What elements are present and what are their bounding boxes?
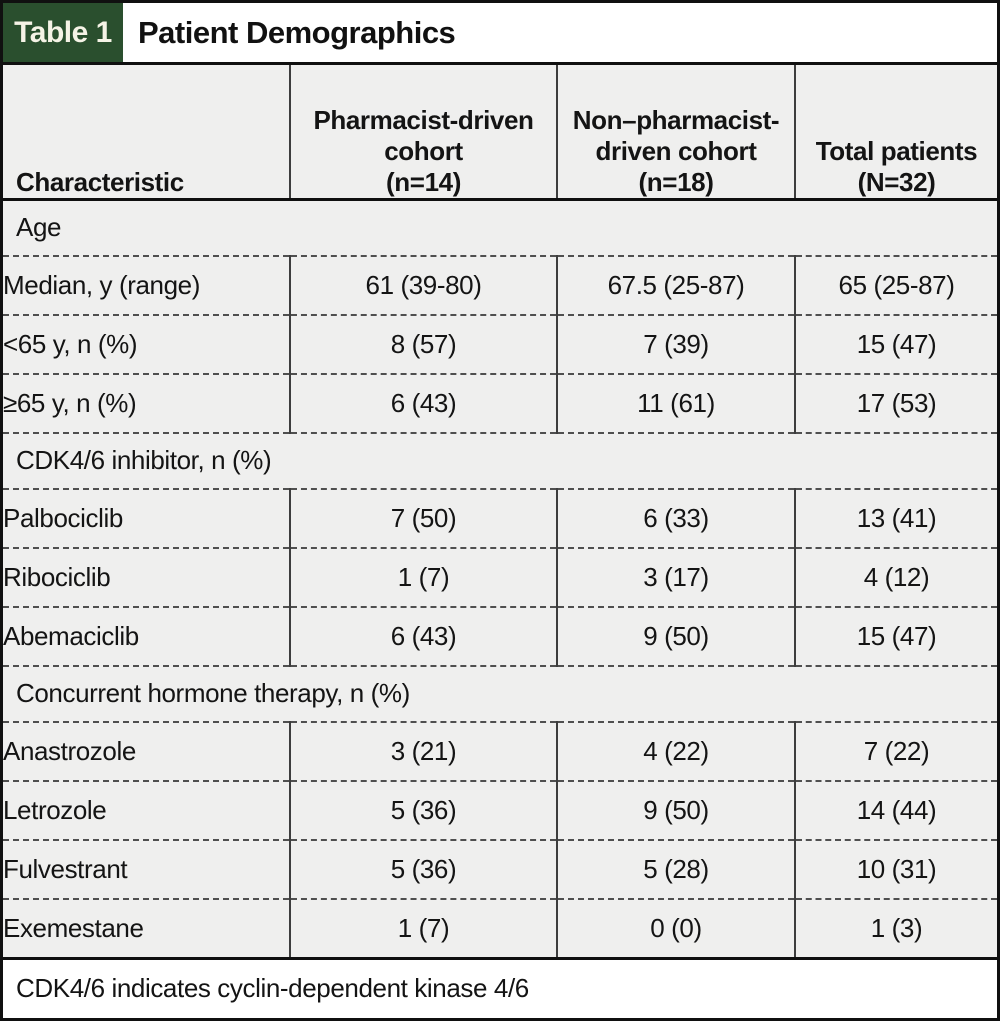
cell-value: 3 (17) — [556, 546, 795, 607]
cell-value: 10 (31) — [794, 838, 997, 899]
cell-value: 1 (7) — [289, 546, 557, 607]
column-header-row: Characteristic Pharmacist-driven cohort … — [3, 65, 997, 201]
cell-value: 14 (44) — [794, 779, 997, 840]
table-title-label: Patient Demographics — [138, 14, 456, 50]
row-label: Median, y (range) — [3, 254, 290, 315]
cell-value: 6 (43) — [289, 372, 557, 433]
demographics-table: Characteristic Pharmacist-driven cohort … — [3, 65, 997, 957]
row-label: Palbociclib — [3, 487, 290, 548]
table-row-abemaciclib: Abemaciclib 6 (43) 9 (50) 15 (47) — [3, 605, 997, 666]
section-row-concurrent-hormone-therapy: Concurrent hormone therapy, n (%) — [3, 664, 997, 722]
row-label: Exemestane — [3, 897, 290, 957]
cell-value: 7 (39) — [556, 313, 795, 374]
cell-value: 65 (25-87) — [794, 254, 997, 315]
table-row-palbociclib: Palbociclib 7 (50) 6 (33) 13 (41) — [3, 487, 997, 548]
section-label: CDK4/6 inhibitor, n (%) — [3, 431, 997, 489]
table-row-exemestane: Exemestane 1 (7) 0 (0) 1 (3) — [3, 897, 997, 957]
table-footnote: CDK4/6 indicates cyclin-dependent kinase… — [3, 956, 997, 1018]
table-row-65-and-over: ≥65 y, n (%) 6 (43) 11 (61) 17 (53) — [3, 372, 997, 433]
column-header-non-pharmacist-cohort: Non–pharmacist- driven cohort (n=18) — [556, 65, 795, 201]
cell-value: 67.5 (25-87) — [556, 254, 795, 315]
cell-value: 7 (22) — [794, 720, 997, 781]
table-tag: Table 1 — [3, 3, 123, 62]
row-label: Abemaciclib — [3, 605, 290, 666]
cell-value: 5 (28) — [556, 838, 795, 899]
row-label: Fulvestrant — [3, 838, 290, 899]
table-tag-label: Table 1 — [14, 15, 112, 49]
cell-value: 61 (39-80) — [289, 254, 557, 315]
row-label: ≥65 y, n (%) — [3, 372, 290, 433]
table-row-anastrozole: Anastrozole 3 (21) 4 (22) 7 (22) — [3, 720, 997, 781]
cell-value: 6 (33) — [556, 487, 795, 548]
row-label: Ribociclib — [3, 546, 290, 607]
table-title-bar: Table 1 Patient Demographics — [3, 3, 997, 65]
cell-value: 15 (47) — [794, 605, 997, 666]
footnote-text: CDK4/6 indicates cyclin-dependent kinase… — [16, 973, 529, 1004]
cell-value: 3 (21) — [289, 720, 557, 781]
cell-value: 13 (41) — [794, 487, 997, 548]
cell-value: 1 (7) — [289, 897, 557, 957]
row-label: Letrozole — [3, 779, 290, 840]
cell-value: 7 (50) — [289, 487, 557, 548]
cell-value: 17 (53) — [794, 372, 997, 433]
table-row-ribociclib: Ribociclib 1 (7) 3 (17) 4 (12) — [3, 546, 997, 607]
section-row-cdk46-inhibitor: CDK4/6 inhibitor, n (%) — [3, 431, 997, 489]
cell-value: 0 (0) — [556, 897, 795, 957]
cell-value: 6 (43) — [289, 605, 557, 666]
table-row-fulvestrant: Fulvestrant 5 (36) 5 (28) 10 (31) — [3, 838, 997, 899]
cell-value: 8 (57) — [289, 313, 557, 374]
cell-value: 4 (22) — [556, 720, 795, 781]
cell-value: 9 (50) — [556, 605, 795, 666]
table-row-median-age: Median, y (range) 61 (39-80) 67.5 (25-87… — [3, 254, 997, 315]
cell-value: 1 (3) — [794, 897, 997, 957]
column-header-total-patients: Total patients (N=32) — [794, 65, 997, 201]
cell-value: 4 (12) — [794, 546, 997, 607]
section-label: Concurrent hormone therapy, n (%) — [3, 664, 997, 722]
table-title: Patient Demographics — [123, 3, 456, 62]
section-row-age: Age — [3, 198, 997, 256]
column-header-characteristic: Characteristic — [3, 65, 290, 201]
cell-value: 11 (61) — [556, 372, 795, 433]
cell-value: 5 (36) — [289, 838, 557, 899]
cell-value: 5 (36) — [289, 779, 557, 840]
row-label: <65 y, n (%) — [3, 313, 290, 374]
table-row-under-65: <65 y, n (%) 8 (57) 7 (39) 15 (47) — [3, 313, 997, 374]
section-label: Age — [3, 198, 997, 256]
cell-value: 15 (47) — [794, 313, 997, 374]
cell-value: 9 (50) — [556, 779, 795, 840]
table-row-letrozole: Letrozole 5 (36) 9 (50) 14 (44) — [3, 779, 997, 840]
row-label: Anastrozole — [3, 720, 290, 781]
column-header-pharmacist-cohort: Pharmacist-driven cohort (n=14) — [289, 65, 557, 201]
